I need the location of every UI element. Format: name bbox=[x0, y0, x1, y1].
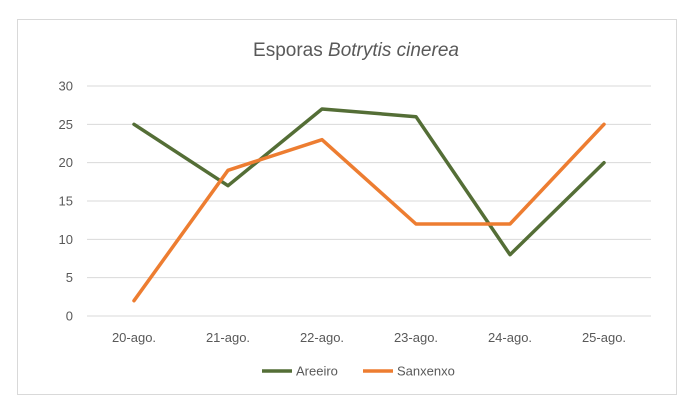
x-tick-label: 21-ago. bbox=[206, 330, 250, 345]
chart-frame bbox=[17, 19, 677, 395]
chart-title-prefix: Esporas bbox=[253, 40, 328, 61]
series-line-areeiro bbox=[132, 107, 606, 257]
legend: Areeiro Sanxenxo bbox=[262, 364, 455, 379]
x-tick-label: 20-ago. bbox=[112, 330, 156, 345]
chart-title-italic: Botrytis cinerea bbox=[328, 40, 459, 61]
series-line-sanxenxo bbox=[132, 122, 606, 303]
x-tick-label: 23-ago. bbox=[394, 330, 438, 345]
x-axis-ticks: 20-ago. 21-ago. 22-ago. 23-ago. 24-ago. 25-ag… bbox=[112, 330, 626, 345]
series-lines bbox=[132, 107, 606, 303]
legend-label-areeiro: Areeiro bbox=[296, 364, 338, 379]
x-tick-label: 25-ago. bbox=[582, 330, 626, 345]
x-tick-label: 24-ago. bbox=[488, 330, 532, 345]
y-tick-label: 5 bbox=[66, 270, 73, 285]
y-tick-label: 0 bbox=[66, 309, 73, 324]
x-tick-label: 22-ago. bbox=[300, 330, 344, 345]
y-tick-label: 30 bbox=[59, 79, 73, 94]
y-tick-label: 15 bbox=[59, 194, 73, 209]
gridlines bbox=[87, 85, 651, 317]
legend-label-sanxenxo: Sanxenxo bbox=[397, 364, 455, 379]
y-tick-label: 25 bbox=[59, 117, 73, 132]
chart-title: Esporas Botrytis cinerea bbox=[253, 40, 459, 61]
y-tick-label: 10 bbox=[59, 232, 73, 247]
y-axis-ticks: 0 5 10 15 20 25 30 bbox=[59, 79, 73, 324]
y-tick-label: 20 bbox=[59, 155, 73, 170]
